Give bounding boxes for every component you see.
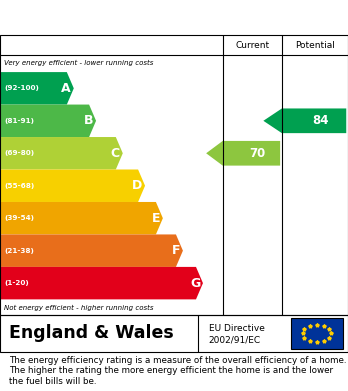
Text: The energy efficiency rating is a measure of the overall efficiency of a home. T: The energy efficiency rating is a measur… [9,356,346,386]
Text: Very energy efficient - lower running costs: Very energy efficient - lower running co… [4,60,153,66]
Polygon shape [206,141,280,166]
Text: F: F [172,244,180,257]
Text: EU Directive: EU Directive [209,325,265,334]
Text: Energy Efficiency Rating: Energy Efficiency Rating [9,10,230,25]
Polygon shape [0,202,163,235]
Polygon shape [0,137,123,170]
Text: (69-80): (69-80) [4,150,34,156]
Text: A: A [61,82,71,95]
Text: C: C [111,147,120,160]
Text: 2002/91/EC: 2002/91/EC [209,335,261,344]
Polygon shape [0,104,96,137]
Text: (1-20): (1-20) [4,280,29,286]
Text: (92-100): (92-100) [4,85,39,91]
Text: Not energy efficient - higher running costs: Not energy efficient - higher running co… [4,305,154,311]
Polygon shape [0,267,203,300]
Polygon shape [263,108,346,133]
Text: (55-68): (55-68) [4,183,34,189]
Polygon shape [0,235,183,267]
Text: 70: 70 [250,147,266,160]
Text: Current: Current [235,41,269,50]
Text: England & Wales: England & Wales [9,324,173,343]
Text: 84: 84 [312,114,329,127]
Text: (21-38): (21-38) [4,248,34,254]
Text: Potential: Potential [295,41,335,50]
Text: D: D [132,179,142,192]
Text: (81-91): (81-91) [4,118,34,124]
Polygon shape [0,170,145,202]
Text: (39-54): (39-54) [4,215,34,221]
Polygon shape [0,72,74,104]
Bar [291,318,343,349]
Text: E: E [152,212,160,225]
Text: B: B [84,114,93,127]
Text: G: G [190,277,200,290]
